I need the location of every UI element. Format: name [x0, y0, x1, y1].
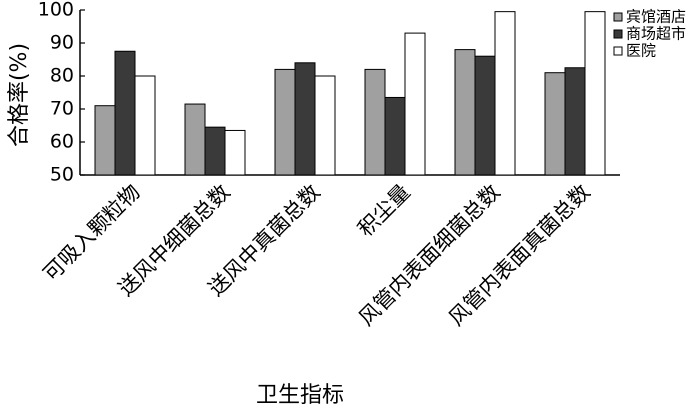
- y-tick-label: 50: [50, 164, 74, 186]
- y-tick-label: 70: [50, 98, 74, 120]
- bar: [224, 129, 246, 176]
- bar: [474, 55, 496, 176]
- bar: [404, 32, 426, 176]
- legend-swatch: [613, 12, 623, 22]
- bar: [584, 11, 606, 176]
- y-tick-label: 90: [50, 32, 74, 54]
- bar: [314, 75, 336, 176]
- bar: [454, 49, 476, 176]
- bar: [274, 68, 296, 176]
- bar: [544, 72, 566, 176]
- legend-label: 宾馆酒店: [626, 8, 686, 26]
- legend-label: 医院: [626, 42, 656, 60]
- bar: [204, 126, 226, 176]
- legend-swatch: [613, 46, 623, 56]
- x-axis-title: 卫生指标: [256, 383, 344, 408]
- bar: [184, 103, 206, 176]
- bar: [134, 75, 156, 176]
- legend-swatch: [613, 29, 623, 39]
- bar: [494, 11, 516, 176]
- y-tick-label: 80: [50, 65, 74, 87]
- bar: [294, 62, 316, 176]
- bar: [564, 67, 586, 176]
- bar: [114, 50, 136, 176]
- bar: [384, 96, 406, 176]
- y-tick-label: 60: [50, 131, 74, 153]
- y-tick-label: 100: [38, 0, 74, 21]
- legend-label: 商场超市: [626, 25, 686, 43]
- bar: [364, 68, 386, 176]
- x-tick-label: 积尘量: [353, 180, 415, 242]
- bar: [94, 105, 116, 176]
- y-axis-title: 合格率(%): [7, 43, 32, 147]
